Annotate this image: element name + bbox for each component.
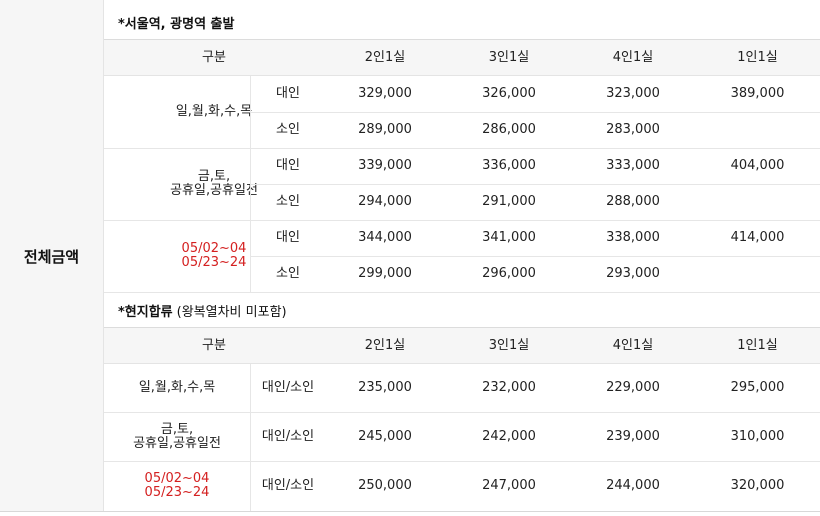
price2-v4: 229,000 bbox=[606, 380, 660, 395]
section1-title: *서울역, 광명역 출발 bbox=[118, 13, 234, 32]
group-label-line: 05/02~04 bbox=[181, 241, 247, 256]
price-v3: 291,000 bbox=[482, 194, 536, 209]
price2-v3: 242,000 bbox=[482, 428, 536, 444]
price-v2: 329,000 bbox=[358, 86, 412, 101]
row2-label: 일,월,화,수,목 bbox=[104, 364, 250, 412]
row2-type: 대인/소인 bbox=[261, 428, 315, 444]
total-price-label: 전체금액 bbox=[0, 0, 104, 512]
header-v2: 2인1실 bbox=[364, 49, 406, 65]
row2-divider bbox=[104, 461, 820, 462]
price-v3: 336,000 bbox=[482, 158, 536, 173]
table-bottom-border bbox=[0, 511, 820, 512]
row2-label-line: 일,월,화,수,목 bbox=[138, 380, 216, 395]
price2-v1: 295,000 bbox=[730, 380, 785, 395]
row-divider bbox=[250, 184, 820, 185]
group-divider bbox=[104, 292, 820, 293]
price-v1: 414,000 bbox=[730, 230, 785, 245]
price-v2: 299,000 bbox=[358, 266, 412, 281]
price-v4: 283,000 bbox=[606, 122, 660, 137]
price-v1 bbox=[695, 184, 820, 220]
group-label-line: 금,토, bbox=[197, 169, 231, 184]
group-label: 금,토, 공휴일,공휴일전 bbox=[104, 148, 324, 220]
price-v1 bbox=[695, 256, 820, 292]
row2-type: 대인/소인 bbox=[261, 478, 315, 493]
price-v1 bbox=[695, 112, 820, 148]
header-category: 구분 bbox=[202, 337, 226, 353]
price-v3: 296,000 bbox=[482, 266, 536, 281]
group-label-line: 공휴일,공휴일전 bbox=[170, 183, 258, 198]
header-v1: 1인1실 bbox=[737, 49, 778, 65]
row2-divider bbox=[250, 364, 251, 412]
row2-label-line: 05/23~24 bbox=[144, 485, 210, 500]
row2-label-line: 금,토, bbox=[160, 421, 194, 437]
price2-v1: 320,000 bbox=[730, 478, 785, 493]
header-v4: 4인1실 bbox=[612, 337, 654, 353]
price2-v4: 239,000 bbox=[606, 428, 660, 444]
row2-label-line: 공휴일,공휴일전 bbox=[133, 435, 221, 451]
price-v2: 294,000 bbox=[358, 194, 412, 209]
price2-v2: 250,000 bbox=[358, 478, 412, 493]
total-price-text: 전체금액 bbox=[23, 247, 80, 266]
header-v4: 4인1실 bbox=[612, 49, 654, 65]
header-v1: 1인1실 bbox=[737, 337, 778, 353]
row2-label-line: 05/02~04 bbox=[144, 471, 210, 486]
price2-v2: 235,000 bbox=[358, 380, 412, 395]
price-v4: 293,000 bbox=[606, 266, 660, 281]
row-type: 소인 bbox=[276, 194, 300, 209]
price-v2: 289,000 bbox=[358, 122, 412, 137]
price-v1: 389,000 bbox=[730, 86, 785, 101]
row2-divider bbox=[250, 412, 251, 461]
row2-type: 대인/소인 bbox=[261, 380, 315, 395]
price2-v1: 310,000 bbox=[730, 428, 785, 444]
header-v3: 3인1실 bbox=[488, 337, 530, 353]
header-v3: 3인1실 bbox=[488, 49, 530, 65]
group-divider bbox=[104, 148, 820, 149]
price-v4: 323,000 bbox=[606, 86, 660, 101]
group-label: 일,월,화,수,목 bbox=[104, 76, 324, 148]
row-divider bbox=[250, 112, 820, 113]
section2-title-text: *현지합류 bbox=[118, 305, 173, 320]
price-v2: 344,000 bbox=[358, 230, 412, 245]
row-type: 소인 bbox=[276, 266, 300, 281]
row2-divider bbox=[104, 412, 820, 413]
row2-label: 금,토, 공휴일,공휴일전 bbox=[104, 412, 250, 461]
price2-v3: 247,000 bbox=[482, 478, 536, 493]
price-v4: 338,000 bbox=[606, 230, 660, 245]
row2-divider bbox=[250, 461, 251, 511]
section2-title: *현지합류 (왕복열차비 미포함) bbox=[118, 301, 287, 320]
row-type: 소인 bbox=[276, 122, 300, 137]
price2-v4: 244,000 bbox=[606, 478, 660, 493]
price-v4: 288,000 bbox=[606, 194, 660, 209]
price-v3: 341,000 bbox=[482, 230, 536, 245]
row-type: 대인 bbox=[276, 158, 300, 173]
price-v4: 333,000 bbox=[606, 158, 660, 173]
price-v2: 339,000 bbox=[358, 158, 412, 173]
row-type: 대인 bbox=[276, 86, 300, 101]
group-label-line: 05/23~24 bbox=[181, 255, 247, 270]
group-divider bbox=[104, 220, 820, 221]
row-divider bbox=[250, 256, 820, 257]
price-v3: 326,000 bbox=[482, 86, 536, 101]
header-v2: 2인1실 bbox=[364, 337, 406, 353]
group-label: 05/02~04 05/23~24 bbox=[104, 220, 324, 292]
table-header-row bbox=[104, 327, 820, 364]
table-header-row bbox=[104, 39, 820, 76]
section2-subtitle: (왕복열차비 미포함) bbox=[176, 305, 287, 320]
group-label-line: 일,월,화,수,목 bbox=[175, 104, 253, 119]
price2-v3: 232,000 bbox=[482, 380, 536, 395]
row-type: 대인 bbox=[276, 230, 300, 245]
header-category: 구분 bbox=[202, 49, 226, 65]
price-v3: 286,000 bbox=[482, 122, 536, 137]
row2-label: 05/02~04 05/23~24 bbox=[104, 461, 250, 511]
price-v1: 404,000 bbox=[730, 158, 785, 173]
price2-v2: 245,000 bbox=[358, 428, 412, 444]
section1-title-text: *서울역, 광명역 출발 bbox=[118, 17, 235, 32]
